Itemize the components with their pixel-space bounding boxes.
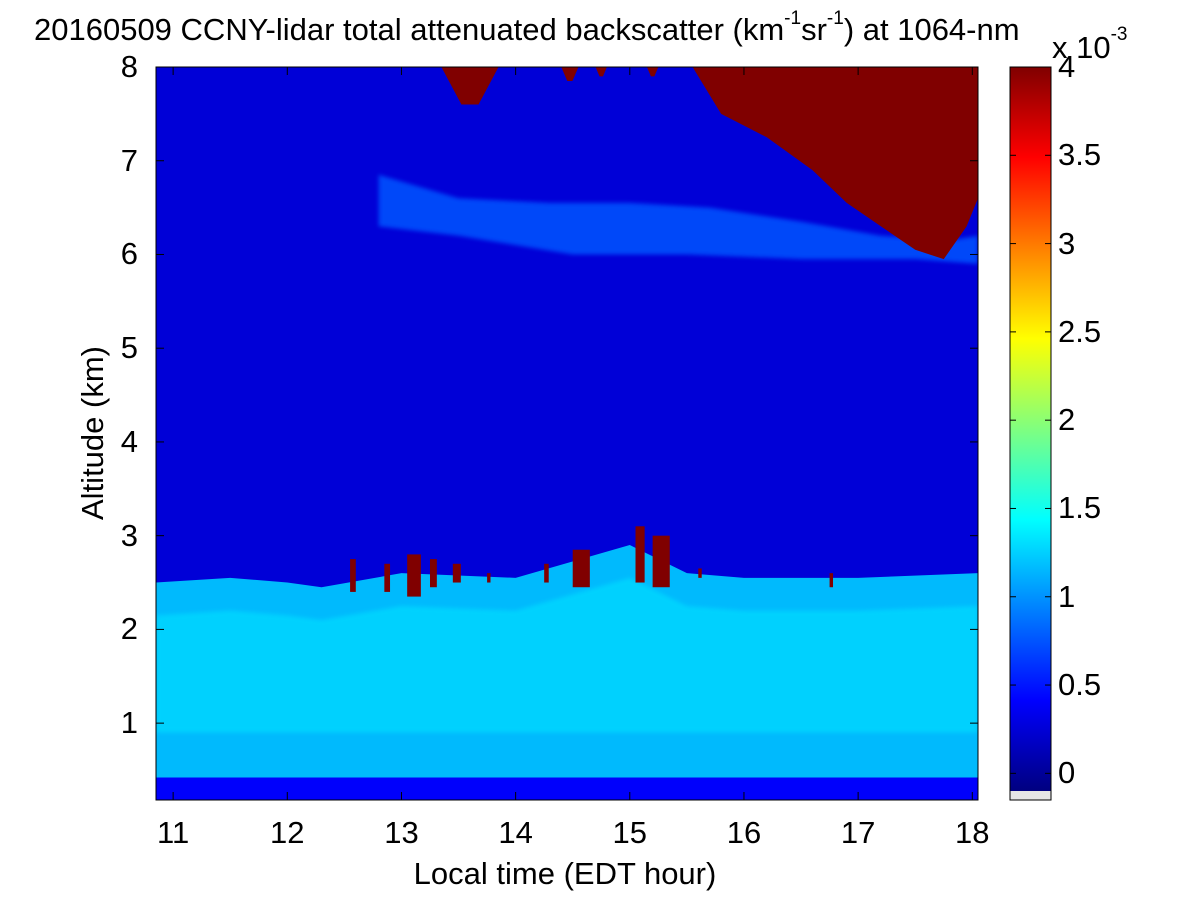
axis-tick-marks — [156, 66, 978, 800]
title-sup-1: -1 — [784, 8, 802, 29]
y-tick-label-4: 4 — [120, 423, 138, 459]
colorbar-tick-label-3: 1.5 — [1058, 490, 1102, 526]
title-sup-2: -1 — [826, 8, 844, 29]
colorbar-multiplier-base: x 10 — [1052, 30, 1111, 65]
x-tick-label-16: 16 — [726, 815, 762, 850]
colorbar-tick-label-1: 0.5 — [1058, 667, 1102, 703]
bl-top-cloud-11 — [829, 573, 834, 588]
colorbar-tick-label-5: 2.5 — [1058, 313, 1102, 349]
bl-top-cloud-8 — [635, 526, 645, 583]
plot-frame — [155, 66, 979, 801]
x-axis-label: Local time (EDT hour) — [413, 856, 717, 891]
colorbar-gradient — [1010, 67, 1051, 791]
bl-top-cloud-0 — [350, 559, 356, 592]
bl-top-cloud-5 — [487, 573, 491, 583]
colorbar-tick-label-2: 1 — [1058, 578, 1076, 614]
y-tick-label-8: 8 — [120, 49, 138, 84]
colorbar-tick-label-7: 3.5 — [1058, 137, 1102, 173]
y-tick-label-3: 3 — [120, 517, 138, 553]
bl-top-cloud-1 — [384, 563, 391, 592]
boundary-layer-core — [156, 577, 978, 733]
bl-top-cloud-10 — [698, 568, 702, 578]
y-tick-label-5: 5 — [120, 330, 138, 366]
x-tick-label-12: 12 — [270, 815, 305, 850]
title-suffix: ) at 1064-nm — [843, 12, 1020, 47]
x-tick-label-15: 15 — [612, 815, 648, 850]
x-tick-label-13: 13 — [384, 815, 419, 850]
top-cloud-patch-0 — [441, 67, 499, 105]
colorbar-tick-label-8: 4 — [1058, 49, 1076, 84]
colorbar-tick-label-4: 2 — [1058, 402, 1076, 438]
colorbar-underflow — [1010, 791, 1051, 800]
near-surface-band — [156, 777, 978, 800]
colorbar-multiplier: x 10-3 — [1052, 24, 1128, 66]
colorbar-tick-marks — [1010, 66, 1051, 774]
top-cloud-patch-2 — [595, 67, 607, 77]
y-tick-label-7: 7 — [120, 142, 138, 178]
bl-top-cloud-7 — [572, 549, 590, 588]
x-tick-label-11: 11 — [157, 815, 190, 850]
y-tick-label-2: 2 — [120, 611, 138, 647]
title-prefix: 20160509 CCNY-lidar total attenuated bac… — [34, 12, 785, 47]
colorbar — [1009, 66, 1052, 801]
bl-top-cloud-4 — [452, 563, 461, 583]
colorbar-frame — [1009, 66, 1052, 801]
x-tick-label-18: 18 — [955, 815, 990, 850]
y-tick-label-6: 6 — [120, 236, 138, 272]
colorbar-tick-label-0: 0 — [1058, 755, 1076, 791]
bl-top-cloud-2 — [407, 554, 421, 597]
colorbar-multiplier-exp: -3 — [1110, 24, 1128, 45]
top-cloud-patch-3 — [646, 67, 659, 77]
bl-top-cloud-9 — [652, 535, 670, 588]
x-tick-label-14: 14 — [498, 815, 533, 850]
upper-cirrus-cloud — [692, 67, 978, 260]
heatmap-plot-area — [156, 67, 978, 800]
heatmap-layers — [156, 67, 978, 800]
colorbar-tick-label-6: 3 — [1058, 225, 1076, 261]
bl-top-cloud-6 — [544, 563, 549, 583]
aloft-aerosol-layer — [378, 174, 978, 264]
title-mid: sr — [801, 12, 827, 47]
top-cloud-patch-1 — [561, 67, 579, 82]
bl-top-cloud-3 — [430, 559, 437, 588]
y-tick-label-1: 1 — [120, 705, 138, 741]
x-tick-label-17: 17 — [840, 815, 876, 850]
